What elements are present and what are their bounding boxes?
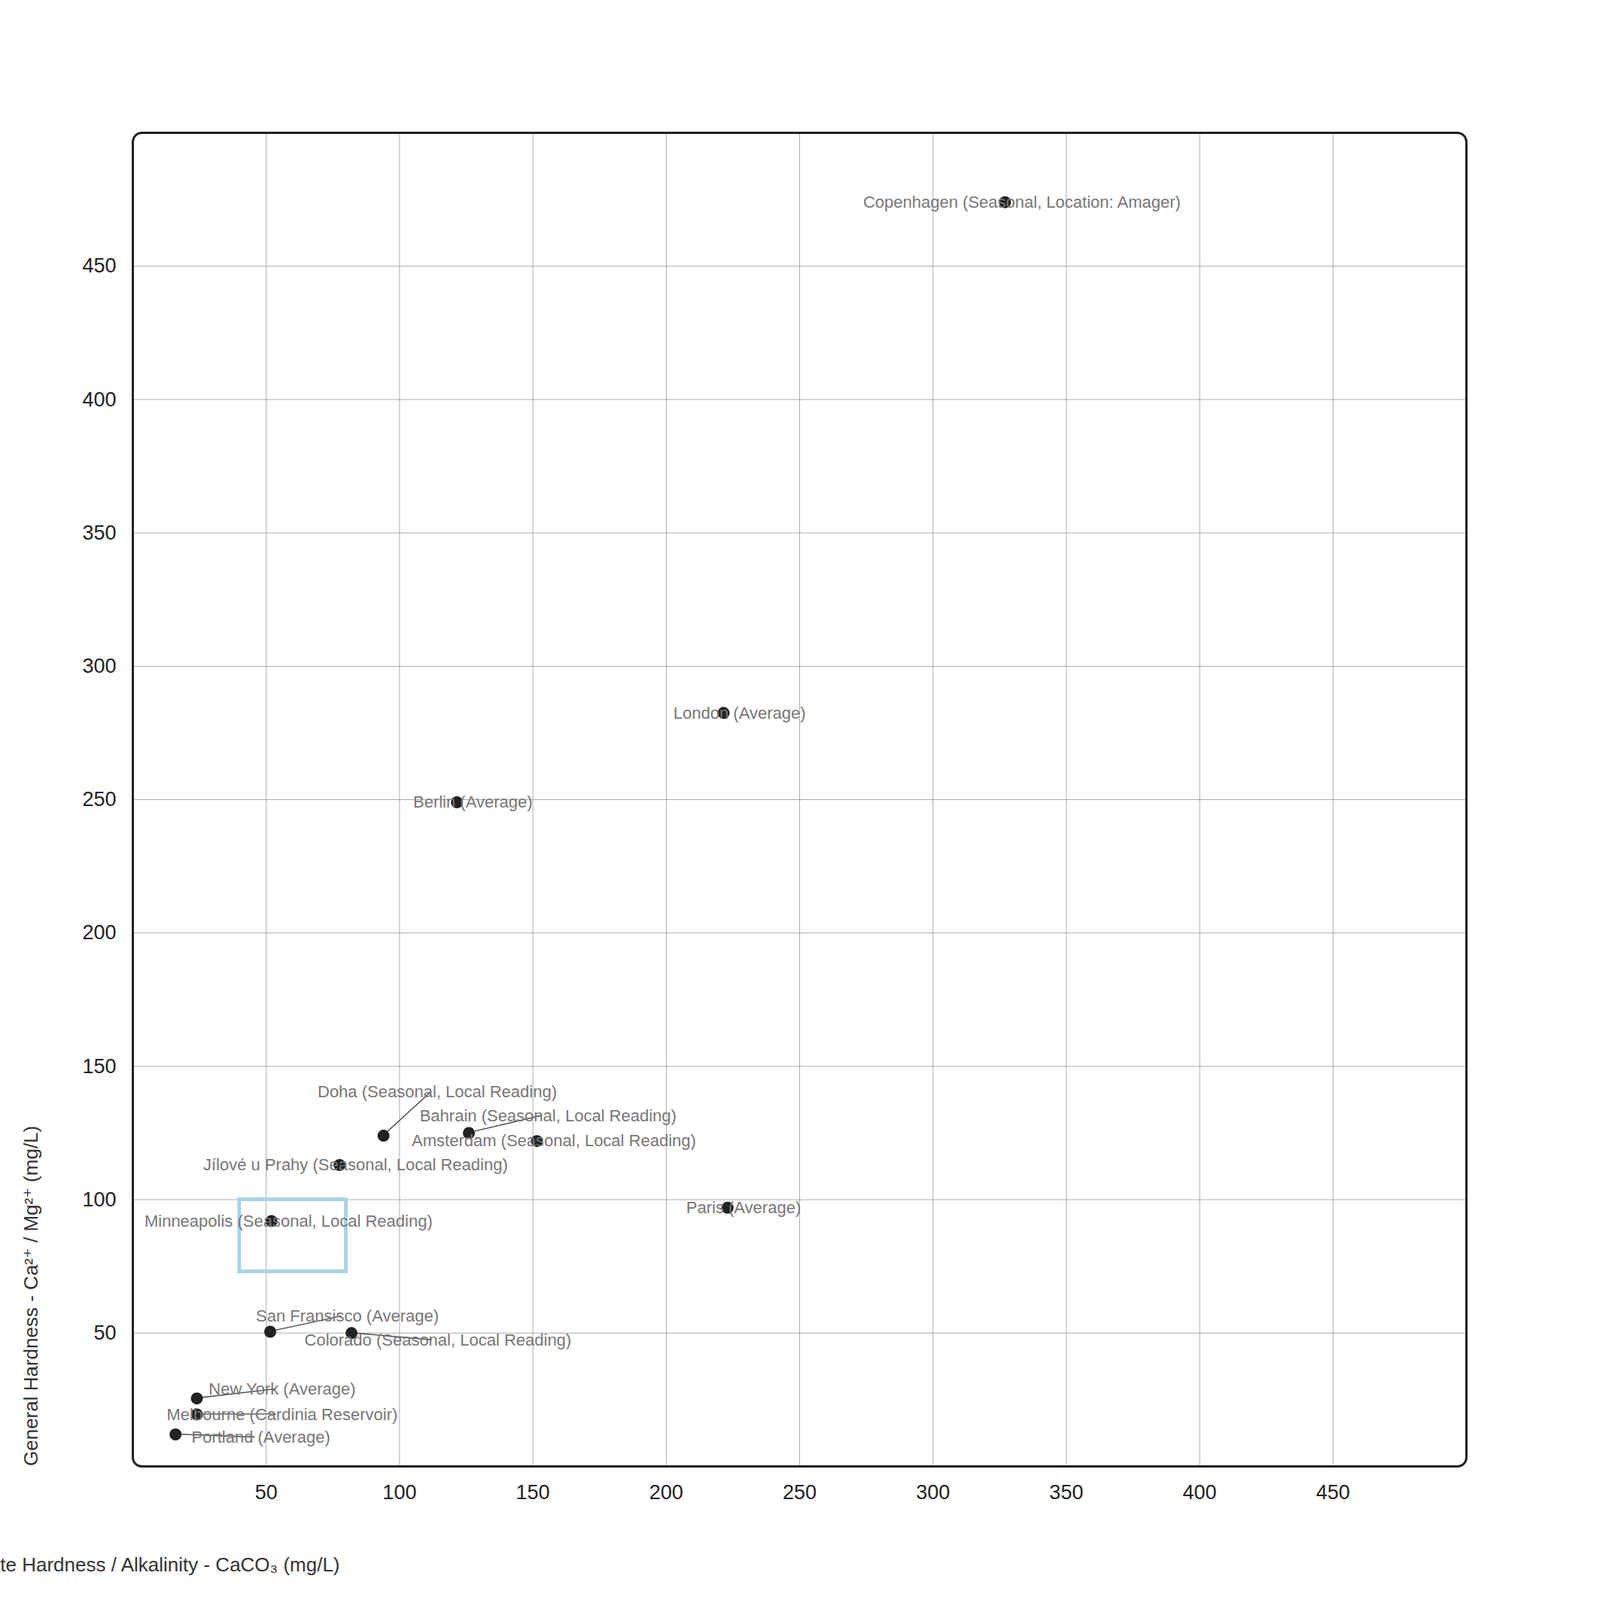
svg-text:150: 150 [516, 1481, 551, 1504]
svg-text:Paris (Average): Paris (Average) [686, 1198, 801, 1217]
svg-text:100: 100 [382, 1481, 417, 1504]
svg-text:200: 200 [82, 921, 116, 944]
svg-text:50: 50 [255, 1481, 278, 1504]
svg-text:300: 300 [915, 1481, 950, 1504]
svg-text:350: 350 [82, 521, 116, 545]
svg-text:Doha (Seasonal, Local Reading): Doha (Seasonal, Local Reading) [317, 1082, 557, 1102]
svg-text:Minneapolis (Seasonal, Local R: Minneapolis (Seasonal, Local Reading) [144, 1211, 433, 1231]
svg-text:San Fransisco (Average): San Fransisco (Average) [255, 1306, 439, 1326]
svg-text:Carbonate Hardness / Alkalinit: Carbonate Hardness / Alkalinity - CaCO₃ … [0, 1553, 341, 1576]
svg-text:Colorado (Seasonal, Local Read: Colorado (Seasonal, Local Reading) [304, 1330, 572, 1350]
svg-text:400: 400 [82, 388, 116, 411]
svg-text:New York (Average): New York (Average) [208, 1379, 356, 1399]
svg-text:Copenhagen (Seasonal, Location: Copenhagen (Seasonal, Location: Amager) [863, 192, 1181, 212]
svg-text:50: 50 [93, 1321, 116, 1345]
svg-text:Melbourne (Cardinia Reservoir): Melbourne (Cardinia Reservoir) [166, 1405, 398, 1424]
svg-text:250: 250 [82, 787, 116, 811]
svg-text:Amsterdam (Seasonal, Local Rea: Amsterdam (Seasonal, Local Reading) [411, 1131, 697, 1150]
svg-text:Jílové u Prahy (Seasonal, Loca: Jílové u Prahy (Seasonal, Local Reading) [203, 1155, 508, 1175]
svg-text:Berlin (Average): Berlin (Average) [413, 792, 533, 812]
svg-text:450: 450 [82, 254, 116, 277]
svg-text:150: 150 [82, 1055, 116, 1078]
svg-text:Bahrain (Seasonal, Local Readi: Bahrain (Seasonal, Local Reading) [419, 1106, 677, 1126]
svg-text:250: 250 [782, 1481, 817, 1504]
svg-text:400: 400 [1183, 1481, 1217, 1504]
svg-text:General Hardness - Ca²⁺ / Mg²⁺: General Hardness - Ca²⁺ / Mg²⁺ (mg/L) [19, 1125, 43, 1467]
svg-text:Portland (Average): Portland (Average) [191, 1427, 330, 1447]
svg-text:300: 300 [82, 654, 116, 678]
svg-text:London (Average): London (Average) [673, 703, 807, 723]
svg-text:350: 350 [1049, 1481, 1083, 1504]
svg-text:200: 200 [649, 1481, 684, 1504]
svg-text:450: 450 [1316, 1481, 1351, 1504]
svg-text:100: 100 [82, 1188, 116, 1211]
